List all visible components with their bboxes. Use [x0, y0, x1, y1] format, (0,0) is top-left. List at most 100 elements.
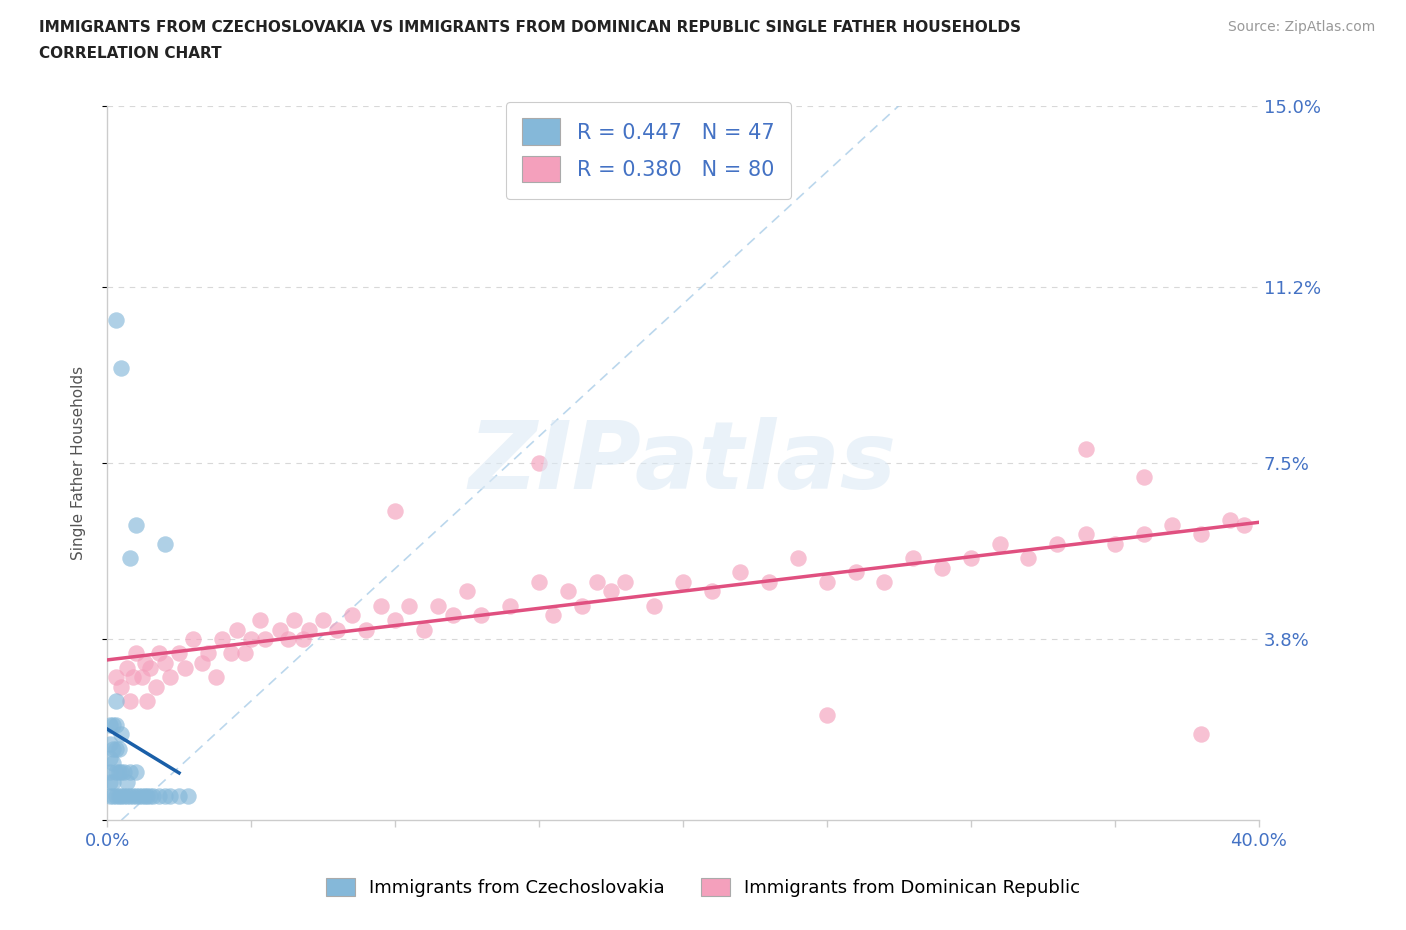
- Point: [191, 656, 214, 671]
- Point: [297, 622, 319, 637]
- Point: [145, 679, 167, 694]
- Point: [441, 608, 464, 623]
- Point: [148, 789, 170, 804]
- Point: [903, 551, 925, 565]
- Point: [104, 717, 127, 732]
- Point: [104, 312, 127, 327]
- Point: [197, 646, 219, 661]
- Point: [142, 789, 165, 804]
- Point: [873, 575, 896, 590]
- Point: [101, 717, 124, 732]
- Point: [959, 551, 981, 565]
- Legend: Immigrants from Czechoslovakia, Immigrants from Dominican Republic: Immigrants from Czechoslovakia, Immigran…: [319, 870, 1087, 904]
- Point: [120, 789, 142, 804]
- Point: [153, 537, 176, 551]
- Point: [183, 631, 205, 646]
- Point: [110, 727, 132, 742]
- Point: [1104, 537, 1126, 551]
- Point: [107, 789, 129, 804]
- Point: [672, 575, 695, 590]
- Point: [134, 656, 156, 671]
- Point: [134, 789, 156, 804]
- Point: [312, 613, 335, 628]
- Point: [1017, 551, 1039, 565]
- Point: [398, 598, 420, 613]
- Point: [176, 789, 198, 804]
- Point: [98, 789, 121, 804]
- Point: [120, 694, 142, 709]
- Point: [125, 517, 148, 532]
- Point: [173, 660, 195, 675]
- Point: [148, 646, 170, 661]
- Point: [104, 670, 127, 684]
- Point: [153, 656, 176, 671]
- Point: [600, 584, 623, 599]
- Point: [988, 537, 1011, 551]
- Point: [131, 670, 153, 684]
- Point: [101, 789, 124, 804]
- Text: Source: ZipAtlas.com: Source: ZipAtlas.com: [1227, 20, 1375, 34]
- Point: [112, 789, 135, 804]
- Point: [211, 631, 233, 646]
- Point: [571, 598, 593, 613]
- Point: [384, 503, 406, 518]
- Point: [1132, 470, 1154, 485]
- Point: [499, 598, 522, 613]
- Point: [131, 789, 153, 804]
- Point: [219, 646, 242, 661]
- Point: [730, 565, 752, 580]
- Point: [269, 622, 291, 637]
- Point: [527, 456, 550, 471]
- Point: [128, 789, 150, 804]
- Point: [125, 789, 148, 804]
- Point: [153, 789, 176, 804]
- Text: ZIPatlas: ZIPatlas: [468, 417, 897, 509]
- Point: [470, 608, 492, 623]
- Point: [98, 775, 121, 790]
- Point: [758, 575, 780, 590]
- Point: [120, 765, 142, 780]
- Point: [1233, 517, 1256, 532]
- Point: [326, 622, 349, 637]
- Point: [412, 622, 434, 637]
- Point: [136, 789, 159, 804]
- Point: [456, 584, 478, 599]
- Point: [283, 613, 305, 628]
- Point: [354, 622, 377, 637]
- Point: [1219, 512, 1241, 527]
- Point: [205, 670, 228, 684]
- Point: [1161, 517, 1184, 532]
- Point: [427, 598, 450, 613]
- Point: [122, 670, 145, 684]
- Point: [104, 789, 127, 804]
- Point: [104, 765, 127, 780]
- Point: [340, 608, 363, 623]
- Point: [98, 765, 121, 780]
- Point: [527, 575, 550, 590]
- Point: [277, 631, 299, 646]
- Point: [110, 360, 132, 375]
- Point: [787, 551, 810, 565]
- Point: [159, 789, 181, 804]
- Point: [120, 551, 142, 565]
- Point: [101, 755, 124, 770]
- Point: [1046, 537, 1069, 551]
- Point: [585, 575, 607, 590]
- Point: [614, 575, 637, 590]
- Text: IMMIGRANTS FROM CZECHOSLOVAKIA VS IMMIGRANTS FROM DOMINICAN REPUBLIC SINGLE FATH: IMMIGRANTS FROM CZECHOSLOVAKIA VS IMMIGR…: [39, 20, 1021, 35]
- Point: [125, 765, 148, 780]
- Point: [1074, 441, 1097, 456]
- Point: [139, 789, 162, 804]
- Point: [543, 608, 565, 623]
- Point: [167, 789, 190, 804]
- Point: [110, 789, 132, 804]
- Point: [167, 646, 190, 661]
- Point: [557, 584, 579, 599]
- Text: CORRELATION CHART: CORRELATION CHART: [39, 46, 222, 61]
- Point: [101, 775, 124, 790]
- Point: [98, 751, 121, 765]
- Point: [815, 708, 838, 723]
- Point: [115, 789, 138, 804]
- Point: [101, 741, 124, 756]
- Point: [115, 660, 138, 675]
